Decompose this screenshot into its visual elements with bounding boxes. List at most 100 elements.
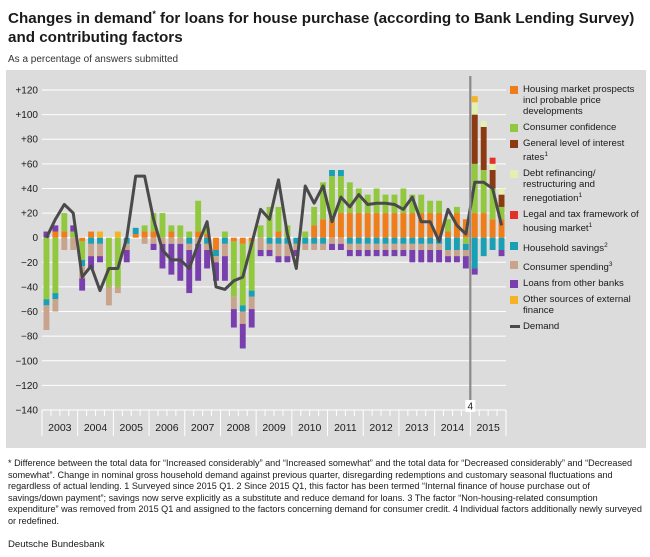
bar-otherbanks <box>70 225 77 232</box>
bar-housing <box>132 234 139 238</box>
bar-spending <box>213 256 219 263</box>
legend-label: Legal and tax framework of housing marke… <box>523 209 639 235</box>
bar-interest <box>498 194 505 207</box>
bar-savings <box>266 237 273 244</box>
x-tick-label: 2005 <box>120 422 144 434</box>
legend-label: Consumer spending <box>523 261 609 273</box>
bar-savings <box>471 237 478 269</box>
bar-spending <box>70 237 77 250</box>
bar-otherbanks <box>418 250 425 263</box>
bar-housing <box>311 225 318 238</box>
bar-confidence <box>489 188 496 220</box>
bar-savings <box>302 237 309 244</box>
bar-spending <box>409 243 416 250</box>
bar-confidence <box>230 241 237 297</box>
bar-otherbanks <box>230 309 237 328</box>
x-tick-label: 2006 <box>155 422 179 434</box>
bar-housing <box>391 213 398 238</box>
bar-housing <box>79 237 86 242</box>
bar-confidence <box>43 237 50 300</box>
bar-spending <box>320 243 327 250</box>
bar-spending <box>355 243 362 250</box>
bar-housing <box>382 213 389 238</box>
bar-housing <box>329 219 335 238</box>
bar-refinancing <box>489 163 496 170</box>
x-tick-label: 2012 <box>369 422 393 434</box>
bar-otherbanks <box>346 250 353 257</box>
bar-confidence <box>445 219 451 232</box>
bar-savings <box>239 305 246 312</box>
bar-spending <box>418 243 425 250</box>
bar-otherbanks <box>204 250 211 269</box>
bar-otherbanks <box>337 243 344 250</box>
legend-item-legal: Legal and tax framework of housing marke… <box>510 209 646 235</box>
bar-interest <box>471 114 478 164</box>
bar-spending <box>445 250 451 257</box>
bar-savings <box>355 237 362 244</box>
footnote: * Difference between the total data for … <box>8 458 642 526</box>
demand-line <box>45 174 503 293</box>
bar-housing <box>480 213 487 238</box>
legend-swatch <box>510 170 518 179</box>
bar-confidence <box>248 241 255 291</box>
legend-item-demand: Demand <box>510 321 646 332</box>
bar-spending <box>337 237 344 244</box>
y-tick-label: +120 <box>15 86 38 97</box>
bar-spending <box>329 237 335 244</box>
bar-spending <box>168 237 175 244</box>
bar-housing <box>436 213 443 238</box>
bar-savings <box>221 237 228 244</box>
bar-spending <box>284 243 291 257</box>
bar-otherbanks <box>52 225 59 232</box>
bar-otherbanks <box>257 250 264 257</box>
x-axis: 2003 2004 2005 2006 2007 2008 2009 2010 2011 2012… <box>41 409 507 436</box>
y-tick-label: +60 <box>21 159 38 170</box>
annotation-group: 4 <box>465 76 476 413</box>
bar-savings <box>320 237 327 244</box>
x-tick-label: 2015 <box>476 422 500 434</box>
bar-spending <box>293 243 300 250</box>
bar-confidence <box>409 194 416 214</box>
y-tick-label: −120 <box>15 381 38 392</box>
bar-housing <box>204 234 211 238</box>
legend-swatch <box>510 140 518 148</box>
bar-confidence <box>266 206 273 238</box>
bar-confidence <box>141 225 148 232</box>
bar-confidence <box>275 206 282 232</box>
legend-footnote-mark: 1 <box>544 151 548 158</box>
bar-savings <box>409 237 416 244</box>
bar-otherbanks <box>293 250 300 257</box>
bar-housing <box>364 213 371 238</box>
annotation-label: 4 <box>468 402 474 413</box>
legend-swatch <box>510 241 518 250</box>
bar-savings <box>79 259 86 266</box>
bar-housing <box>141 231 148 238</box>
annotation-box <box>465 400 476 412</box>
bar-savings <box>132 227 139 234</box>
bar-otherbanks <box>248 309 255 328</box>
bar-confidence <box>105 237 112 287</box>
bar-otherbanks <box>123 250 130 263</box>
bar-confidence <box>114 237 121 287</box>
bar-savings <box>311 237 318 244</box>
bar-confidence <box>418 194 425 214</box>
y-tick-label: 0 <box>32 233 38 244</box>
bar-confidence <box>400 188 407 214</box>
bar-spending <box>186 243 193 250</box>
bar-otherbanks <box>409 250 416 263</box>
legend-swatch <box>510 324 520 328</box>
bar-spending <box>177 237 184 244</box>
bar-spending <box>346 243 353 250</box>
bar-otherbanks <box>150 243 157 250</box>
y-axis: +120 +100 +80 +60 +40 +20 0 −20 −40 −60 −80 −100 −12… <box>15 86 38 417</box>
legend-item-housing: Housing market prospects incl probable p… <box>510 84 646 117</box>
bar-housing <box>355 213 362 238</box>
bar-otherbanks <box>284 256 291 263</box>
chart-subtitle: As a percentage of answers submitted <box>8 54 179 65</box>
chart-svg: +120 +100 +80 +60 +40 +20 0 −20 −40 −60 −80 −100 −12… <box>15 76 507 436</box>
bar-savings <box>445 237 451 250</box>
bar-otherbanks <box>275 256 282 263</box>
bar-otherbanks <box>195 243 202 281</box>
bar-otherbanks <box>382 250 389 257</box>
bar-confidence <box>168 225 175 232</box>
